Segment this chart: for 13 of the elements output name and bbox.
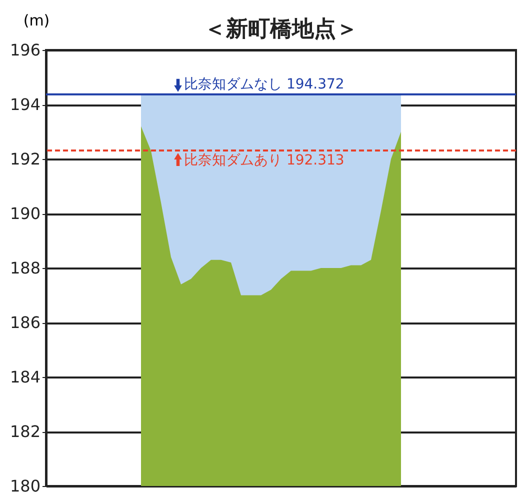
y-tick-label: 184 <box>10 368 40 386</box>
y-tick-label: 188 <box>10 258 40 278</box>
chart-title: ＜新町橋地点＞ <box>204 16 358 42</box>
y-tick-label: 196 <box>10 40 40 60</box>
ref-line-label: 比奈知ダムあり 192.313 <box>184 152 344 168</box>
y-axis-title: (m) <box>23 12 50 30</box>
y-tick-label: 186 <box>10 313 40 332</box>
y-tick-label: 194 <box>10 95 40 114</box>
ref-line-label: 比奈知ダムなし 194.372 <box>184 76 344 92</box>
y-tick-label: 182 <box>10 422 40 441</box>
y-tick-label: 180 <box>10 476 40 492</box>
y-tick-label: 192 <box>10 150 40 168</box>
y-tick-label: 190 <box>10 204 40 223</box>
